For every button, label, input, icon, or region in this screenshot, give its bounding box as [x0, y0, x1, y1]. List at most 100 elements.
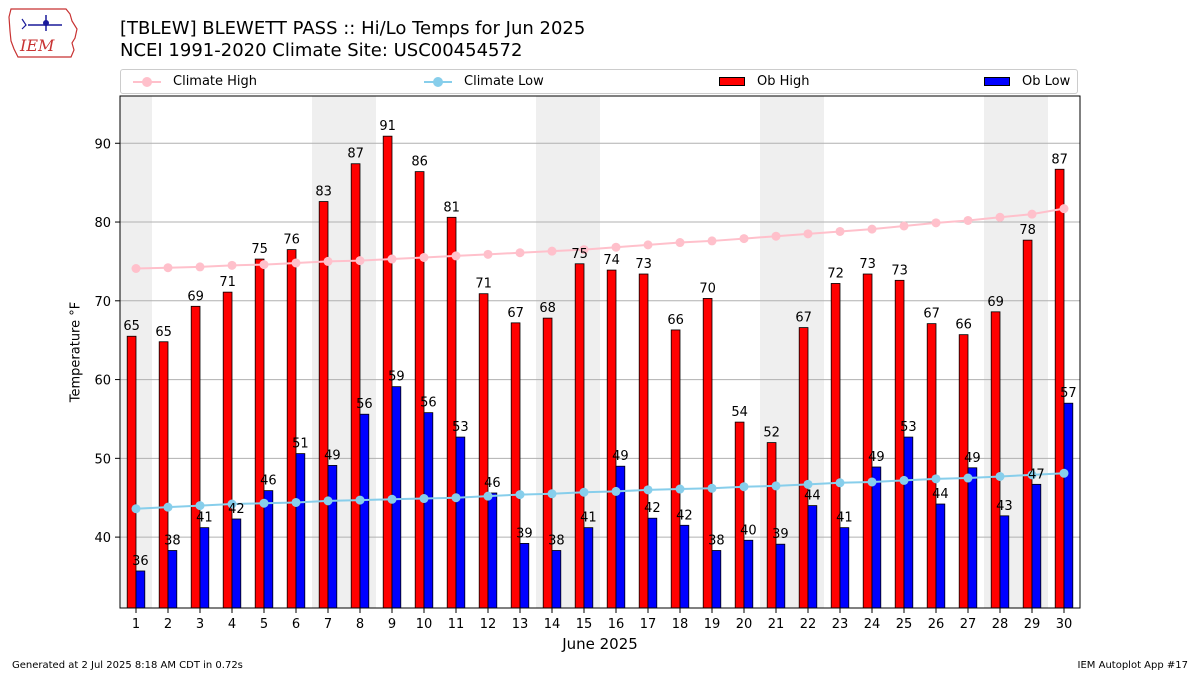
- ob-high-label: 52: [763, 426, 780, 441]
- ob-low-label: 38: [164, 533, 181, 548]
- ob-high-bar: [894, 279, 905, 609]
- logo-text: IEM: [19, 36, 55, 55]
- x-tick-label: 7: [324, 617, 332, 632]
- ob-high-label: 74: [603, 253, 620, 268]
- ob-low-label: 36: [132, 554, 149, 569]
- climate-low-point: [387, 494, 397, 504]
- ob-low-label: 42: [676, 508, 693, 523]
- climate-high-point: [1027, 209, 1037, 219]
- ob-high-label: 75: [571, 247, 588, 262]
- climate-low-point: [739, 482, 749, 492]
- climate-high-point: [387, 254, 397, 264]
- ob-high-label: 75: [251, 242, 268, 257]
- climate-low-point: [579, 487, 589, 497]
- ob-high-label: 87: [1051, 152, 1068, 167]
- ob-high-label: 67: [795, 311, 812, 326]
- weekend-shade: [1016, 96, 1048, 608]
- climate-low-point: [931, 474, 941, 484]
- climate-high-point: [291, 258, 301, 268]
- ob-high-label: 81: [443, 200, 460, 215]
- ob-high-bar: [542, 317, 553, 609]
- ob-high-label: 78: [1019, 223, 1036, 238]
- y-tick-label: 50: [94, 452, 111, 467]
- chart-legend: Climate High Climate Low Ob High Ob Low: [120, 69, 1078, 94]
- ob-low-bar: [551, 550, 562, 609]
- ob-high-label: 72: [827, 266, 844, 281]
- climate-high-point: [771, 231, 781, 241]
- ob-high-bar: [990, 311, 1001, 609]
- ob-high-bar: [254, 258, 265, 609]
- ob-low-label: 53: [452, 420, 469, 435]
- x-tick-label: 6: [292, 617, 300, 632]
- ob-high-label: 86: [411, 155, 428, 170]
- ob-high-bar: [670, 329, 681, 609]
- ob-low-bar: [711, 550, 722, 609]
- ob-low-label: 38: [708, 533, 725, 548]
- climate-high-point: [355, 256, 365, 266]
- x-tick-label: 25: [896, 617, 913, 632]
- climate-high-point: [579, 245, 589, 255]
- ob-high-label: 66: [955, 318, 972, 333]
- climate-low-point: [483, 491, 493, 501]
- ob-high-label: 67: [923, 307, 940, 322]
- legend-ob-low-label: Ob Low: [1022, 74, 1071, 89]
- legend-ob-low: Ob Low: [984, 70, 1070, 93]
- ob-high-bar: [478, 293, 489, 609]
- y-tick-label: 90: [94, 137, 111, 152]
- ob-low-label: 56: [356, 397, 373, 412]
- weekend-shade: [312, 96, 344, 608]
- ob-high-bar: [222, 291, 233, 609]
- weekend-shade: [568, 96, 600, 608]
- climate-high-point: [739, 234, 749, 244]
- x-tick-label: 20: [736, 617, 753, 632]
- ob-high-bar: [318, 201, 329, 609]
- y-tick-label: 40: [94, 531, 111, 546]
- ob-low-bar: [391, 386, 402, 609]
- ob-low-bar: [327, 465, 338, 609]
- climate-high-point: [515, 248, 525, 258]
- climate-high-point: [803, 229, 813, 239]
- ob-low-label: 49: [324, 448, 341, 463]
- climate-high-point: [995, 212, 1005, 222]
- climate-high-point: [675, 238, 685, 248]
- climate-low-point: [771, 481, 781, 491]
- climate-low-line: [135, 472, 1065, 510]
- x-tick-label: 26: [928, 617, 945, 632]
- ob-low-bar: [1063, 402, 1074, 609]
- ob-low-label: 43: [996, 499, 1013, 514]
- y-tick-label: 60: [94, 374, 111, 389]
- weekend-shade: [984, 96, 1016, 608]
- x-tick-label: 19: [704, 617, 721, 632]
- ob-low-bar: [423, 412, 434, 609]
- ob-low-bar: [775, 543, 786, 609]
- climate-low-point: [835, 478, 845, 488]
- ob-low-label: 59: [388, 370, 405, 385]
- climate-high-line: [135, 207, 1065, 270]
- ob-high-label: 69: [987, 295, 1004, 310]
- ob-low-label: 38: [548, 533, 565, 548]
- x-tick-label: 8: [356, 617, 364, 632]
- ob-low-label: 41: [580, 511, 597, 526]
- legend-ob-high-label: Ob High: [757, 74, 810, 89]
- climate-low-point: [1027, 470, 1037, 480]
- ob-high-bar: [830, 283, 841, 609]
- ob-low-bar: [839, 527, 850, 609]
- weekend-shade: [536, 96, 568, 608]
- ob-low-bar: [135, 570, 146, 609]
- ob-low-bar: [967, 467, 978, 609]
- chart-subtitle: NCEI 1991-2020 Climate Site: USC00454572: [120, 40, 523, 61]
- ob-low-label: 39: [772, 527, 789, 542]
- ob-high-label: 69: [187, 289, 204, 304]
- weekend-shade: [344, 96, 376, 608]
- x-tick-label: 2: [164, 617, 172, 632]
- ob-high-bar: [158, 341, 169, 609]
- ob-high-label: 71: [475, 277, 492, 292]
- ob-high-bar: [350, 163, 361, 609]
- climate-low-point: [675, 484, 685, 494]
- climate-high-point: [419, 252, 429, 262]
- ob-low-bar: [647, 517, 658, 609]
- ob-low-label: 46: [260, 474, 277, 489]
- ob-high-label: 71: [219, 275, 236, 290]
- ob-high-label: 73: [891, 263, 908, 278]
